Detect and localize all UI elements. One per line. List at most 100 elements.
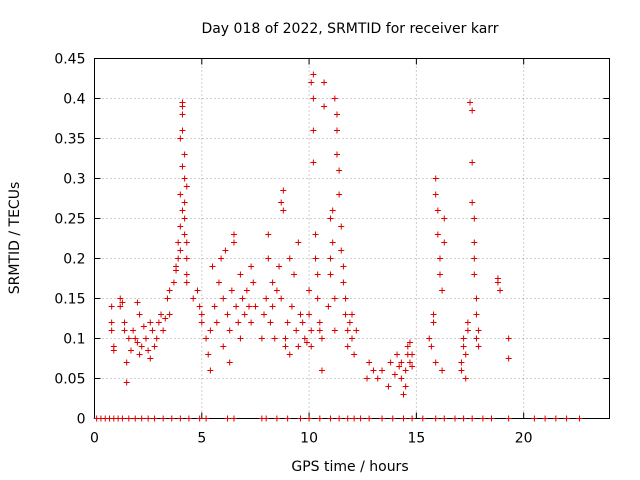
data-point bbox=[297, 415, 304, 422]
data-point bbox=[278, 295, 285, 302]
data-point bbox=[462, 375, 469, 382]
data-point bbox=[222, 247, 229, 254]
data-point bbox=[286, 255, 293, 262]
data-point bbox=[224, 311, 231, 318]
data-point bbox=[168, 415, 175, 422]
data-point bbox=[123, 379, 130, 386]
data-point bbox=[181, 199, 188, 206]
x-axis-title: GPS time / hours bbox=[291, 459, 408, 475]
plot-frame bbox=[94, 58, 610, 419]
data-point bbox=[505, 355, 512, 362]
data-point bbox=[235, 319, 242, 326]
data-point bbox=[475, 327, 482, 334]
data-point bbox=[471, 255, 478, 262]
data-point bbox=[175, 239, 182, 246]
data-point bbox=[239, 295, 246, 302]
data-point bbox=[436, 271, 443, 278]
data-point bbox=[308, 327, 315, 334]
data-point bbox=[460, 415, 467, 422]
data-point bbox=[271, 335, 278, 342]
data-point bbox=[563, 415, 570, 422]
data-point bbox=[314, 271, 321, 278]
data-point bbox=[237, 271, 244, 278]
data-point bbox=[181, 231, 188, 238]
data-point bbox=[147, 355, 154, 362]
data-point bbox=[318, 335, 325, 342]
data-point bbox=[145, 415, 152, 422]
data-point bbox=[389, 415, 396, 422]
data-point bbox=[130, 327, 137, 334]
y-tick-label: 0.05 bbox=[54, 372, 85, 388]
data-point bbox=[306, 287, 313, 294]
data-point bbox=[226, 327, 233, 334]
data-point bbox=[179, 127, 186, 134]
data-point bbox=[336, 191, 343, 198]
data-marks bbox=[93, 71, 583, 422]
data-point bbox=[151, 343, 158, 350]
data-point bbox=[308, 79, 315, 86]
data-point bbox=[434, 207, 441, 214]
data-point bbox=[160, 415, 167, 422]
data-point bbox=[293, 327, 300, 334]
data-point bbox=[316, 319, 323, 326]
data-point bbox=[479, 415, 486, 422]
data-point bbox=[299, 319, 306, 326]
data-point bbox=[333, 127, 340, 134]
data-point bbox=[291, 271, 298, 278]
data-point bbox=[127, 347, 134, 354]
data-point bbox=[464, 319, 471, 326]
data-point bbox=[183, 255, 190, 262]
data-point bbox=[441, 415, 448, 422]
data-point bbox=[211, 303, 218, 310]
data-point bbox=[138, 415, 145, 422]
data-point bbox=[336, 415, 343, 422]
data-point bbox=[462, 351, 469, 358]
data-point bbox=[198, 311, 205, 318]
data-point bbox=[209, 263, 216, 270]
data-point bbox=[297, 311, 304, 318]
data-point bbox=[149, 327, 156, 334]
data-point bbox=[473, 335, 480, 342]
data-point bbox=[402, 383, 409, 390]
data-point bbox=[194, 287, 201, 294]
data-point bbox=[269, 303, 276, 310]
data-point bbox=[183, 183, 190, 190]
data-point bbox=[153, 335, 160, 342]
data-point bbox=[432, 359, 439, 366]
data-point bbox=[379, 367, 386, 374]
data-point bbox=[119, 415, 126, 422]
data-point bbox=[203, 415, 210, 422]
data-point bbox=[108, 327, 115, 334]
data-point bbox=[400, 415, 407, 422]
data-point bbox=[409, 351, 416, 358]
data-point bbox=[177, 247, 184, 254]
data-point bbox=[134, 339, 141, 346]
data-point bbox=[432, 175, 439, 182]
data-point bbox=[265, 255, 272, 262]
data-point bbox=[344, 327, 351, 334]
data-point bbox=[331, 327, 338, 334]
data-point bbox=[220, 343, 227, 350]
data-point bbox=[218, 255, 225, 262]
x-tick-label: 15 bbox=[407, 431, 425, 447]
data-point bbox=[497, 287, 504, 294]
data-point bbox=[333, 151, 340, 158]
data-point bbox=[349, 311, 355, 318]
data-point bbox=[183, 279, 190, 286]
data-point bbox=[342, 311, 349, 318]
data-point bbox=[280, 207, 287, 214]
data-point bbox=[364, 375, 371, 382]
data-point bbox=[196, 303, 203, 310]
data-point bbox=[406, 339, 413, 346]
data-point bbox=[207, 327, 214, 334]
data-point bbox=[469, 415, 476, 422]
data-point bbox=[467, 99, 474, 106]
data-point bbox=[190, 295, 197, 302]
data-point bbox=[250, 279, 257, 286]
data-point bbox=[436, 255, 443, 262]
data-point bbox=[505, 335, 512, 342]
y-tick-label: 0.15 bbox=[54, 292, 85, 308]
data-point bbox=[458, 359, 465, 366]
data-point bbox=[136, 311, 143, 318]
data-point bbox=[542, 415, 549, 422]
